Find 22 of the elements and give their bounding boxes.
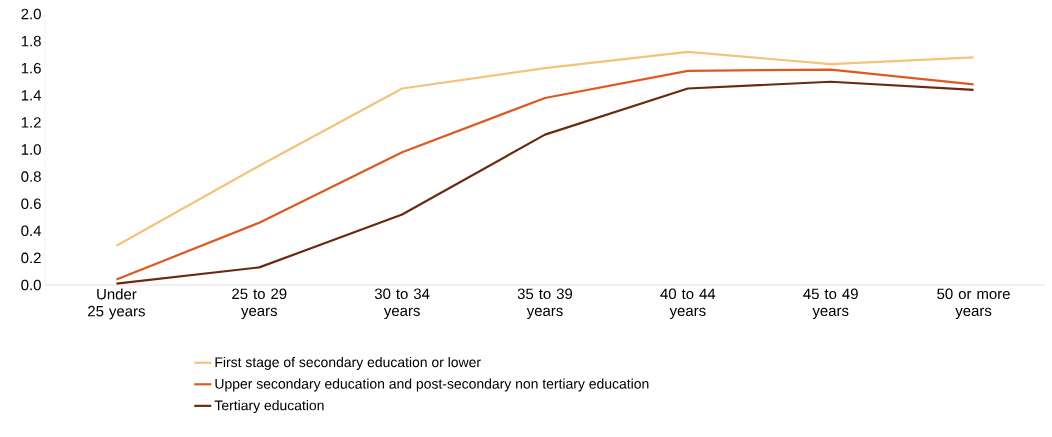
y-tick-label: 1.4 bbox=[21, 90, 42, 101]
y-tick-label: 0.6 bbox=[21, 198, 41, 209]
legend-label: Tertiary education bbox=[214, 400, 324, 414]
x-tick-label: 40 to 44 years bbox=[660, 288, 716, 319]
x-tick-label: 45 to 49 years bbox=[803, 288, 858, 319]
y-tick-label: 0.0 bbox=[21, 279, 41, 291]
line-series bbox=[115, 50, 975, 247]
x-tick-label: 35 to 39 years bbox=[517, 288, 573, 319]
legend-label: Upper secondary education and post-secondary non tertiary education bbox=[215, 378, 649, 392]
y-tick-label: 0.8 bbox=[21, 171, 41, 182]
x-tick-label: Under 25 years bbox=[88, 288, 145, 320]
x-tick-label: 50 or more years bbox=[937, 288, 1010, 319]
y-tick-label: 2.0 bbox=[21, 8, 41, 20]
y-tick-label: 1.0 bbox=[21, 144, 41, 155]
legend-label: First stage of secondary education or lower bbox=[215, 356, 481, 370]
y-tick-label: 1.2 bbox=[21, 117, 41, 128]
x-tick-label: 30 to 34 years bbox=[374, 288, 430, 319]
y-tick-label: 0.2 bbox=[21, 252, 41, 264]
y-tick-label: 1.8 bbox=[21, 35, 41, 47]
y-tick-label: 1.6 bbox=[21, 62, 41, 74]
x-tick-label: 25 to 29 years bbox=[232, 288, 287, 319]
y-tick-label: 0.4 bbox=[21, 225, 42, 237]
